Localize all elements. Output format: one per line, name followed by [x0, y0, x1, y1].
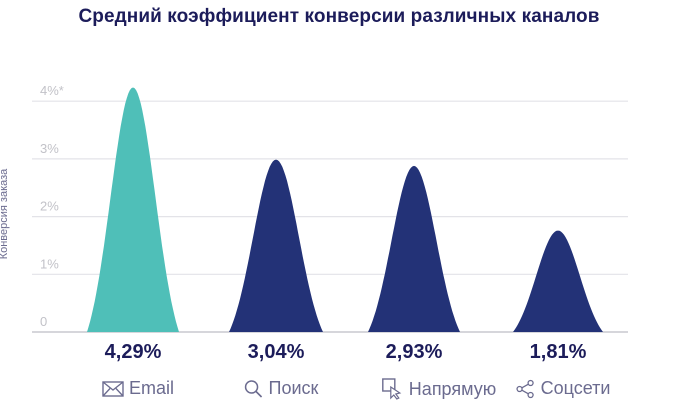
y-tick-label: 2% — [40, 199, 59, 214]
category-label: Поиск — [244, 378, 319, 399]
category-label: Email — [102, 378, 174, 399]
cursor-click-icon — [382, 378, 404, 400]
peak-поиск — [229, 159, 323, 332]
share-icon — [516, 379, 536, 399]
chart-title: Средний коэффициент конверсии различных … — [78, 6, 600, 27]
y-tick-label: 4%* — [40, 83, 64, 98]
category-label: Соцсети — [516, 378, 611, 399]
value-label: 2,93% — [385, 341, 443, 363]
value-label: 4,29% — [104, 341, 162, 363]
value-labels: 4,29% 3,04% 2,93% 1,81% — [0, 341, 678, 371]
category-label: Напрямую — [382, 378, 496, 400]
category-text: Напрямую — [408, 378, 497, 399]
category-text: Соцсети — [540, 378, 611, 398]
chart-plot-area: 0 1% 2% 3% 4%* — [32, 83, 628, 333]
value-label: 1,81% — [529, 341, 587, 363]
category-text: Email — [128, 378, 175, 398]
y-tick-label: 0 — [40, 314, 47, 329]
value-label: 3,04% — [247, 341, 305, 363]
peak-соцсети — [513, 230, 603, 332]
y-tick-label: 3% — [40, 141, 59, 156]
peak-email — [87, 87, 179, 332]
category-text: Поиск — [268, 378, 319, 398]
y-tick-label: 1% — [40, 256, 59, 271]
envelope-icon — [102, 380, 124, 397]
category-labels: Email Поиск Напрямую Соцсети — [0, 378, 678, 408]
magnifier-icon — [244, 379, 264, 399]
peak-напрямую — [368, 165, 460, 332]
